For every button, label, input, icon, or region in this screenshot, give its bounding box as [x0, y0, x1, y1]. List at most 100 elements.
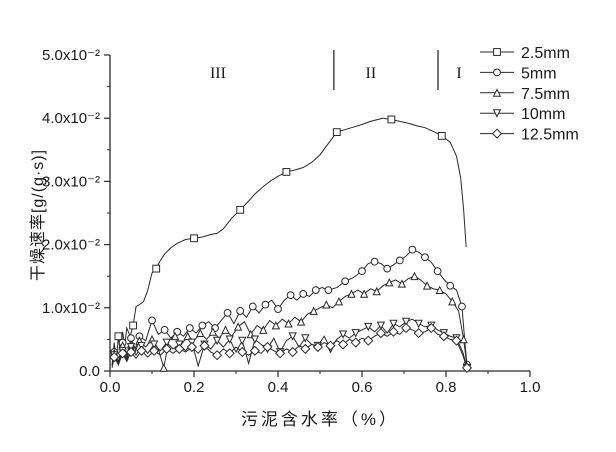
x-tick-label: 0.4 [268, 379, 289, 396]
marker-triangle-up [397, 279, 407, 288]
stage-label-ii: II [365, 65, 376, 82]
marker-circle [160, 326, 169, 334]
y-tick-label: 2.0x10⁻² [42, 237, 100, 254]
marker-circle [358, 267, 366, 276]
x-tick-label: 0.0 [100, 379, 121, 396]
marker-diamond [148, 345, 160, 356]
marker-triangle-up [385, 278, 394, 287]
y-tick-label: 5.0x10⁻² [42, 47, 100, 64]
marker-square [493, 48, 501, 56]
marker-triangle-up [334, 296, 344, 306]
marker-triangle-up [196, 328, 205, 337]
marker-diamond [400, 322, 412, 334]
marker-circle [383, 264, 392, 273]
marker-circle [395, 256, 404, 265]
y-tick-label: 4.0x10⁻² [42, 110, 100, 127]
marker-diamond [375, 327, 387, 339]
marker-triangle-down [250, 335, 260, 344]
marker-square [387, 115, 396, 124]
marker-diamond [249, 345, 261, 356]
legend-label-5mm: 5mm [521, 65, 557, 82]
y-axis-label: 干燥速率[g/(g·s)] [30, 148, 47, 282]
marker-circle [458, 302, 466, 311]
marker-triangle-up [372, 286, 381, 296]
marker-diamond [199, 340, 210, 351]
marker-triangle-up [296, 317, 306, 326]
legend-label-2.5mm: 2.5mm [521, 45, 570, 62]
marker-circle [185, 324, 194, 332]
stage-label-i: I [456, 65, 461, 82]
marker-diamond [312, 341, 324, 353]
marker-diamond [491, 128, 503, 139]
marker-diamond [325, 340, 336, 351]
marker-square [114, 332, 123, 341]
marker-triangle-up [309, 306, 318, 315]
marker-circle [299, 289, 308, 298]
marker-diamond [117, 348, 128, 359]
marker-diamond [438, 331, 450, 342]
marker-triangle-down [351, 329, 360, 338]
x-tick-label: 0.2 [184, 379, 205, 396]
marker-circle [493, 68, 501, 77]
marker-square [236, 205, 245, 214]
marker-diamond [211, 350, 223, 361]
marker-diamond [109, 351, 120, 363]
marker-diamond [237, 346, 248, 358]
marker-triangle-up [208, 327, 218, 336]
marker-triangle-up [284, 319, 293, 328]
marker-circle [324, 286, 333, 295]
marker-square [332, 128, 341, 137]
marker-circle [248, 302, 257, 311]
marker-triangle-up [435, 285, 444, 295]
marker-triangle-up [492, 88, 502, 97]
y-tick-label: 1.0x10⁻² [42, 300, 100, 317]
marker-circle [421, 253, 429, 262]
marker-triangle-up [170, 331, 180, 341]
marker-triangle-up [221, 325, 230, 334]
legend-label-10mm: 10mm [521, 106, 565, 123]
marker-diamond [337, 339, 349, 350]
marker-triangle-down [414, 319, 423, 329]
marker-square [282, 168, 291, 176]
marker-circle [446, 281, 455, 290]
x-tick-label: 0.8 [436, 379, 457, 396]
marker-square [437, 131, 446, 140]
marker-triangle-down [288, 332, 297, 341]
series-line-2.5mm [111, 117, 467, 365]
marker-diamond [413, 327, 424, 339]
marker-diamond [461, 362, 473, 373]
marker-diamond [287, 346, 298, 358]
marker-triangle-down [162, 338, 171, 348]
x-tick-label: 1.0 [520, 379, 541, 396]
marker-triangle-up [322, 300, 331, 309]
marker-triangle-up [422, 281, 432, 290]
marker-circle [274, 305, 282, 313]
marker-triangle-down [376, 321, 386, 331]
marker-square [129, 321, 137, 330]
marker-triangle-down [149, 340, 159, 349]
marker-circle [341, 277, 350, 286]
marker-circle [433, 267, 442, 276]
marker-triangle-down [225, 335, 234, 344]
marker-circle [236, 307, 245, 315]
marker-diamond [136, 345, 147, 356]
marker-triangle-up [159, 363, 168, 372]
marker-triangle-up [183, 331, 192, 341]
marker-triangle-up [259, 325, 268, 334]
marker-diamond [388, 326, 399, 337]
marker-triangle-up [233, 322, 243, 331]
marker-triangle-up [271, 320, 281, 330]
marker-diamond [125, 346, 137, 358]
marker-circle [408, 245, 417, 254]
marker-circle [198, 321, 207, 330]
marker-diamond [186, 341, 198, 353]
legend-label-7.5mm: 7.5mm [521, 86, 570, 103]
marker-diamond [350, 337, 361, 348]
x-axis-label: 污泥含水率（%） [240, 410, 400, 429]
marker-circle [148, 316, 156, 325]
marker-diamond [161, 343, 172, 354]
marker-diamond [426, 322, 437, 334]
marker-circle [286, 291, 295, 300]
legend-label-12.5mm: 12.5mm [521, 127, 579, 144]
